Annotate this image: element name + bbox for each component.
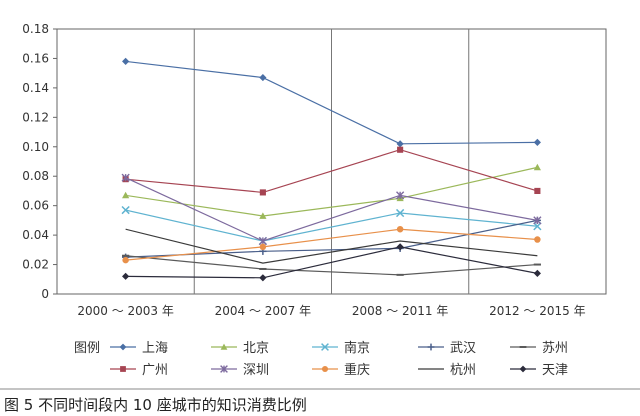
y-tick-label: 0.06: [22, 199, 49, 213]
data-point: [534, 236, 541, 243]
data-point: [122, 57, 130, 65]
data-point: [397, 146, 404, 153]
data-point: [122, 191, 130, 199]
data-point: [321, 365, 329, 373]
y-axis: 0 0.02 0.04 0.06 0.08 0.10 0.12 0.14 0.16 0.18: [22, 22, 57, 301]
data-point: [396, 243, 404, 251]
legend-label: 广州: [142, 363, 168, 378]
data-point: [120, 366, 126, 372]
series-line: [125, 228, 538, 261]
y-tick-label: 0.10: [22, 140, 49, 154]
data-point: [396, 225, 404, 233]
data-point: [258, 236, 267, 246]
x-tick-label: 2000 ～ 2003 年: [77, 304, 174, 318]
series-line: [125, 177, 538, 242]
x-tick-label: 2008 ～ 2011 年: [352, 304, 449, 318]
legend-item: 广州: [110, 363, 168, 378]
legend-label: 苏州: [542, 340, 568, 356]
legend-item: 苏州: [510, 340, 568, 356]
legend-item: 深圳: [211, 363, 269, 378]
y-tick-label: 0.14: [22, 81, 49, 95]
data-point: [121, 173, 130, 182]
legend-label: 深圳: [243, 363, 269, 378]
data-point: [533, 138, 541, 146]
data-point: [259, 243, 267, 251]
data-point: [220, 343, 228, 350]
data-point: [259, 73, 267, 82]
data-point: [259, 212, 267, 219]
y-tick-label: 0.04: [22, 228, 49, 242]
y-tick-label: 0.08: [22, 169, 49, 183]
y-tick-label: 0.16: [22, 51, 49, 65]
x-axis: 2000 ～ 2003 年 2004 ～ 2007 年 2008 ～ 2011 年 2…: [77, 304, 585, 318]
legend-label: 上海: [142, 341, 168, 356]
y-tick-label: 0: [41, 287, 49, 301]
series-line: [125, 255, 538, 276]
series-line: [125, 246, 538, 279]
x-tick-label: 2012 ～ 2015 年: [489, 304, 586, 318]
legend-label: 天津: [542, 363, 568, 378]
series-重庆: [122, 225, 541, 264]
series-line: [125, 60, 538, 145]
data-point: [220, 365, 228, 373]
legend-label: 重庆: [344, 362, 370, 378]
legend-label: 武汉: [450, 341, 476, 356]
data-point: [121, 205, 130, 215]
data-point: [533, 163, 541, 171]
data-point: [259, 189, 266, 196]
x-tick-label: 2004 ～ 2007 年: [215, 304, 312, 318]
legend-item: 南京: [312, 340, 370, 356]
series-line: [125, 149, 538, 194]
data-point: [122, 272, 130, 280]
series-深圳: [121, 173, 542, 246]
series-line: [125, 228, 538, 264]
data-point: [122, 256, 129, 264]
legend-label: 南京: [344, 340, 370, 356]
legend-title: 图例: [74, 341, 100, 356]
legend-item: 杭州: [418, 363, 476, 378]
legend-item: 重庆: [312, 362, 370, 378]
series-杭州: [125, 228, 538, 264]
data-point: [396, 191, 405, 200]
data-point: [533, 269, 541, 277]
y-tick-label: 0.12: [22, 110, 49, 124]
series-layer: [121, 57, 542, 282]
data-point: [396, 140, 404, 148]
data-point: [395, 208, 405, 218]
legend-item: 武汉: [418, 341, 476, 356]
legend-label: 杭州: [450, 363, 476, 378]
series-上海: [122, 57, 541, 148]
data-point: [321, 343, 329, 351]
series-天津: [122, 243, 541, 282]
legend-item: 北京: [211, 341, 269, 356]
series-line: [125, 166, 538, 217]
data-point: [533, 216, 542, 225]
legend-label: 北京: [243, 341, 269, 356]
data-point: [259, 274, 267, 282]
legend-item: 天津: [510, 363, 568, 378]
data-point: [427, 343, 435, 351]
figure-caption: 图 5 不同时间段内 10 座城市的知识消费比例: [4, 396, 307, 414]
series-苏州: [122, 254, 541, 276]
data-point: [534, 187, 541, 195]
data-point: [519, 365, 527, 373]
y-tick-label: 0.18: [22, 22, 49, 36]
y-tick-label: 0.02: [22, 258, 49, 272]
data-point: [533, 222, 542, 231]
data-point: [119, 343, 127, 351]
series-line: [125, 209, 538, 242]
series-北京: [122, 163, 541, 219]
legend-item: 上海: [110, 341, 168, 356]
